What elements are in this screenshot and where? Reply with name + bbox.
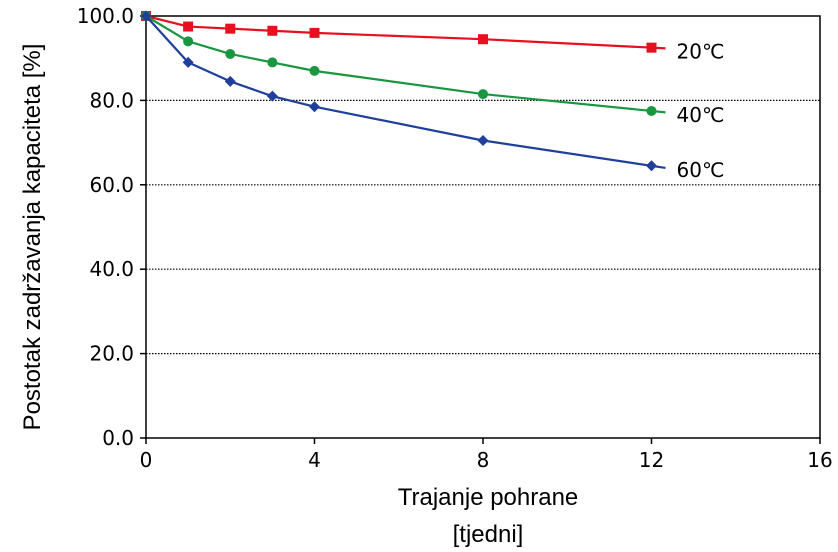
y-tick-label: 80.0 — [89, 88, 134, 112]
series-label: 40℃ — [677, 103, 725, 127]
series-line — [145, 15, 666, 114]
series-label: 20℃ — [677, 40, 725, 64]
y-tick-label: 40.0 — [89, 257, 134, 281]
data-point — [225, 48, 236, 59]
x-tick-label: 8 — [477, 448, 490, 472]
y-axis-ticks: 0.0 20.0 40.0 60.0 80.0 100.0 — [77, 4, 146, 450]
x-axis-unit: [tjedni] — [453, 521, 524, 548]
x-axis-ticks: 0 4 8 12 16 — [140, 438, 833, 472]
y-tick-label: 0.0 — [102, 426, 134, 450]
data-point — [224, 75, 236, 87]
data-point — [140, 10, 152, 22]
data-point — [266, 90, 278, 102]
data-point — [646, 105, 657, 116]
data-point — [478, 34, 488, 45]
data-point — [225, 23, 236, 34]
series-line — [145, 14, 666, 50]
data-point — [309, 65, 320, 76]
y-tick-label: 60.0 — [89, 173, 134, 197]
data-point — [267, 57, 278, 68]
series-group: 20℃ 40℃ 60℃ — [140, 10, 725, 182]
y-axis-title: Postotak zadržavanja kapaciteta [%] — [19, 44, 46, 431]
x-tick-label: 12 — [639, 448, 664, 472]
x-tick-label: 16 — [807, 448, 832, 472]
series-2: 60℃ — [140, 10, 725, 182]
data-point — [182, 56, 194, 68]
series-label: 60℃ — [677, 158, 725, 182]
data-point — [477, 134, 489, 146]
data-point — [183, 21, 194, 32]
data-point — [478, 89, 488, 100]
y-tick-label: 100.0 — [77, 4, 134, 28]
x-tick-label: 4 — [308, 448, 321, 472]
data-point — [309, 101, 320, 113]
x-axis-title: Trajanje pohrane — [398, 484, 579, 511]
data-point — [309, 27, 320, 38]
data-point — [646, 42, 657, 53]
plot-area — [145, 15, 821, 439]
data-point — [267, 25, 278, 36]
gridlines — [146, 99, 820, 355]
data-point — [646, 160, 657, 172]
series-line — [145, 15, 666, 170]
y-tick-label: 20.0 — [89, 342, 134, 366]
data-point — [183, 36, 194, 47]
x-tick-label: 0 — [140, 448, 153, 472]
